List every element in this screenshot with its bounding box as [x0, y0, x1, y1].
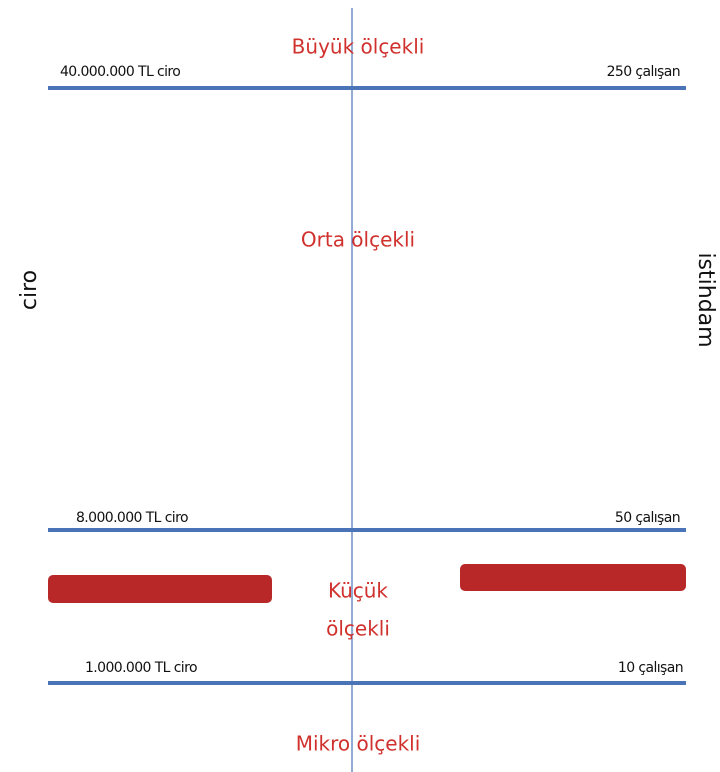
- right-axis-label: istihdam: [693, 252, 718, 347]
- istihdam-threshold: 250 çalışan: [607, 64, 680, 80]
- left-axis-label: ciro: [17, 270, 42, 310]
- segment-label: ölçekli: [326, 617, 390, 641]
- segment-label: Küçük: [328, 579, 388, 603]
- red-bar: [48, 575, 272, 603]
- ciro-threshold: 40.000.000 TL ciro: [60, 64, 180, 80]
- segment-label: Büyük ölçekli: [292, 35, 425, 59]
- ciro-threshold: 1.000.000 TL ciro: [85, 660, 197, 676]
- istihdam-threshold: 10 çalışan: [618, 660, 683, 676]
- red-bar: [460, 564, 686, 591]
- segment-label: Orta ölçekli: [301, 228, 415, 252]
- segment-label: Mikro ölçekli: [296, 732, 421, 756]
- ciro-threshold: 8.000.000 TL ciro: [76, 510, 188, 526]
- istihdam-threshold: 50 çalışan: [615, 510, 680, 526]
